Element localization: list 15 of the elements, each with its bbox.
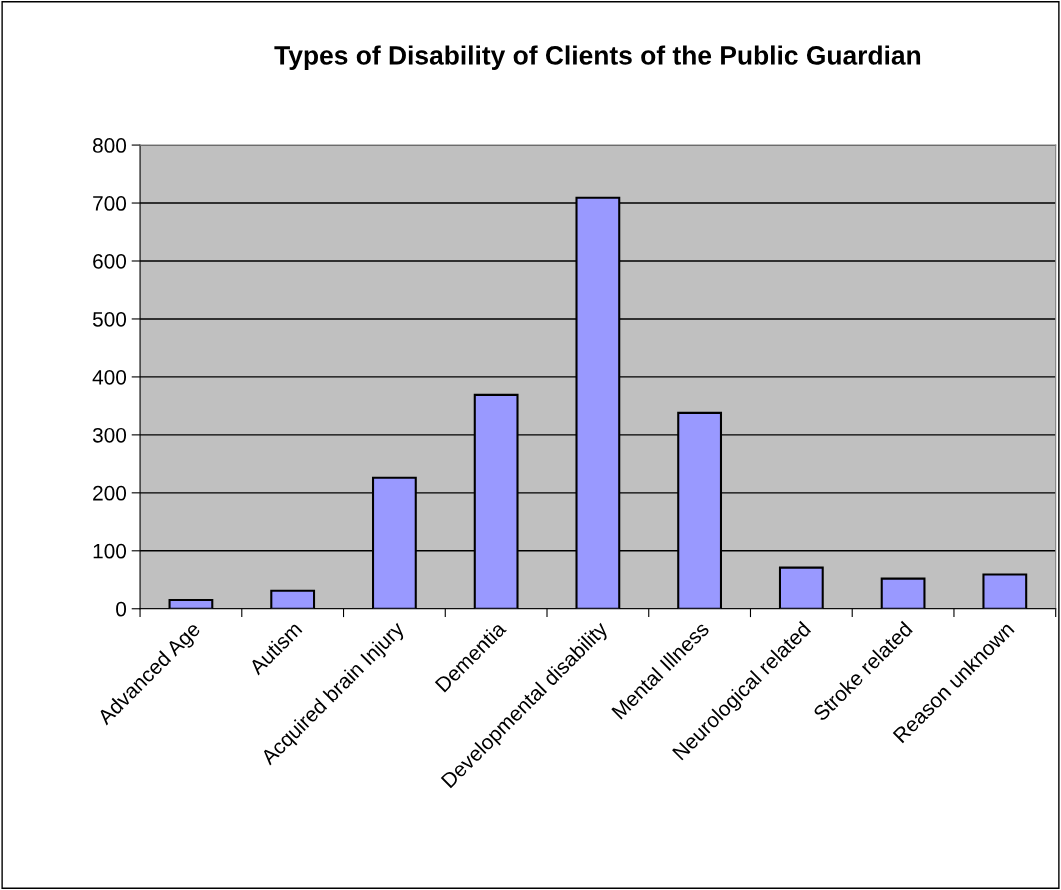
- y-tick-label: 800: [93, 138, 127, 153]
- bar: [168, 599, 214, 609]
- y-tick-label: 600: [93, 253, 127, 269]
- y-tick-label: 0: [116, 601, 127, 617]
- y-tick-label: 700: [93, 196, 127, 211]
- y-tick-label: 100: [93, 543, 127, 559]
- bar: [778, 566, 824, 609]
- chart-title: Types of Disability of Clients of the Public Guardian: [274, 45, 921, 70]
- y-tick-label: 300: [92, 427, 127, 443]
- bar: [270, 589, 316, 609]
- bar: [982, 573, 1028, 609]
- bar: [880, 577, 926, 609]
- y-tick-label: 400: [92, 369, 127, 385]
- y-tick-label: 200: [93, 485, 127, 501]
- y-tick-label: 500: [92, 311, 127, 327]
